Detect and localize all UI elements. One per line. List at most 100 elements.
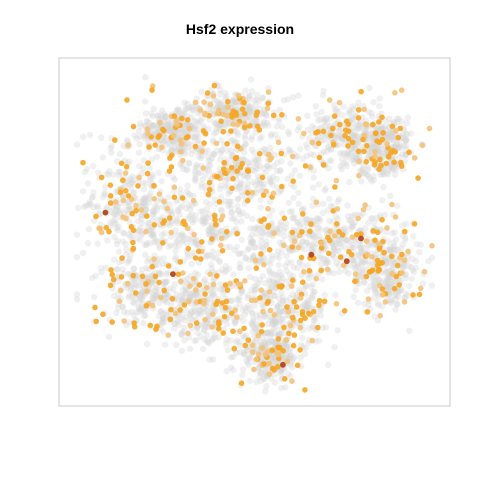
background-cell-point: [245, 256, 253, 263]
expressing-cell-point: [171, 194, 178, 200]
background-cell-point: [250, 97, 258, 104]
expressing-cell-point: [372, 148, 378, 155]
background-cell-point: [121, 182, 129, 190]
expressing-cell-point: [355, 107, 362, 113]
background-cell-point: [370, 172, 377, 180]
expressing-cell-point: [301, 268, 307, 275]
background-cell-point: [242, 140, 249, 148]
background-cell-point: [178, 128, 186, 136]
background-cell-point: [270, 325, 278, 333]
expressing-cell-point: [185, 330, 191, 337]
expressing-cell-point: [234, 168, 240, 174]
expressing-cell-point: [207, 271, 213, 278]
expressing-cell-point: [308, 221, 314, 227]
expressing-cell-point: [327, 228, 333, 234]
background-cell-point: [358, 249, 365, 256]
background-cell-point: [305, 242, 313, 249]
expressing-cell-point: [300, 211, 306, 217]
background-cell-point: [138, 170, 145, 177]
background-cell-point: [232, 160, 239, 167]
background-cell-point: [241, 135, 249, 142]
expressing-cell-point: [392, 214, 399, 220]
background-cell-point: [130, 176, 137, 183]
background-cell-point: [309, 184, 317, 191]
background-cell-point: [395, 144, 402, 151]
background-cell-point: [147, 232, 155, 239]
background-cell-point: [404, 114, 411, 121]
background-cell-point: [272, 131, 279, 138]
expressing-cell-point: [415, 175, 421, 181]
background-cell-point: [351, 134, 359, 141]
expressing-cell-point: [289, 153, 296, 160]
background-cell-point: [416, 249, 423, 256]
background-cell-point: [344, 202, 351, 209]
background-cell-point: [233, 243, 240, 251]
background-cell-point: [136, 163, 143, 170]
background-cell-point: [350, 154, 357, 162]
background-cell-point: [290, 194, 297, 201]
expressing-cell-point: [379, 136, 386, 143]
background-cell-point: [172, 253, 180, 260]
background-cell-point: [149, 121, 156, 129]
background-cell-point: [285, 199, 292, 207]
expressing-cell-point: [171, 184, 178, 190]
background-cell-point: [235, 208, 242, 215]
background-cell-point: [305, 232, 313, 239]
expressing-cell-point: [342, 127, 349, 133]
background-cell-point: [198, 115, 205, 123]
background-cell-point: [364, 172, 372, 179]
background-cell-point: [245, 173, 252, 180]
background-cell-point: [336, 268, 343, 275]
background-cell-point: [370, 143, 378, 151]
expressing-cell-point: [377, 156, 383, 163]
background-cell-point: [197, 169, 204, 176]
background-cell-point: [402, 136, 409, 143]
background-cell-point: [203, 331, 211, 339]
background-cell-point: [188, 130, 195, 137]
background-cell-point: [291, 183, 298, 191]
expressing-cell-point: [257, 295, 263, 301]
background-cell-point: [310, 174, 317, 181]
background-cell-point: [193, 118, 200, 126]
expressing-cell-point: [132, 290, 139, 296]
background-cell-point: [384, 135, 391, 142]
background-cell-point: [216, 185, 224, 192]
background-cell-point: [248, 108, 255, 116]
background-cell-point: [349, 144, 356, 151]
background-cell-point: [135, 149, 143, 156]
background-cell-point: [163, 298, 171, 306]
background-cell-point: [369, 241, 376, 249]
background-cell-point: [184, 166, 191, 173]
background-cell-point: [253, 230, 260, 237]
background-cell-point: [177, 232, 184, 239]
background-cell-point: [260, 109, 267, 117]
expressing-cell-point: [190, 197, 197, 204]
background-cell-point: [402, 234, 409, 242]
expressing-cell-point: [253, 356, 259, 363]
background-cell-point: [339, 112, 346, 119]
background-cell-point: [185, 201, 193, 208]
background-cell-point: [332, 241, 339, 248]
background-cell-point: [355, 251, 362, 259]
background-cell-point: [302, 345, 309, 352]
background-cell-point: [150, 231, 157, 238]
background-cell-point: [259, 94, 266, 101]
background-cell-point: [154, 203, 161, 210]
background-cell-point: [208, 221, 215, 229]
background-cell-point: [186, 192, 194, 199]
background-cell-point: [155, 312, 163, 320]
background-cell-point: [119, 238, 127, 245]
expressing-cell-point: [179, 115, 185, 122]
expressing-cell-point: [234, 143, 241, 150]
background-cell-point: [149, 208, 157, 215]
background-cell-point: [234, 207, 242, 214]
background-cell-point: [217, 91, 224, 98]
background-cell-point: [309, 202, 316, 209]
background-cell-point: [206, 230, 213, 238]
background-cell-point: [393, 119, 401, 126]
background-cell-point: [189, 107, 197, 114]
expressing-cell-point: [315, 140, 322, 147]
background-cell-point: [261, 110, 268, 117]
background-cell-point: [190, 235, 197, 243]
background-cell-point: [266, 268, 274, 275]
